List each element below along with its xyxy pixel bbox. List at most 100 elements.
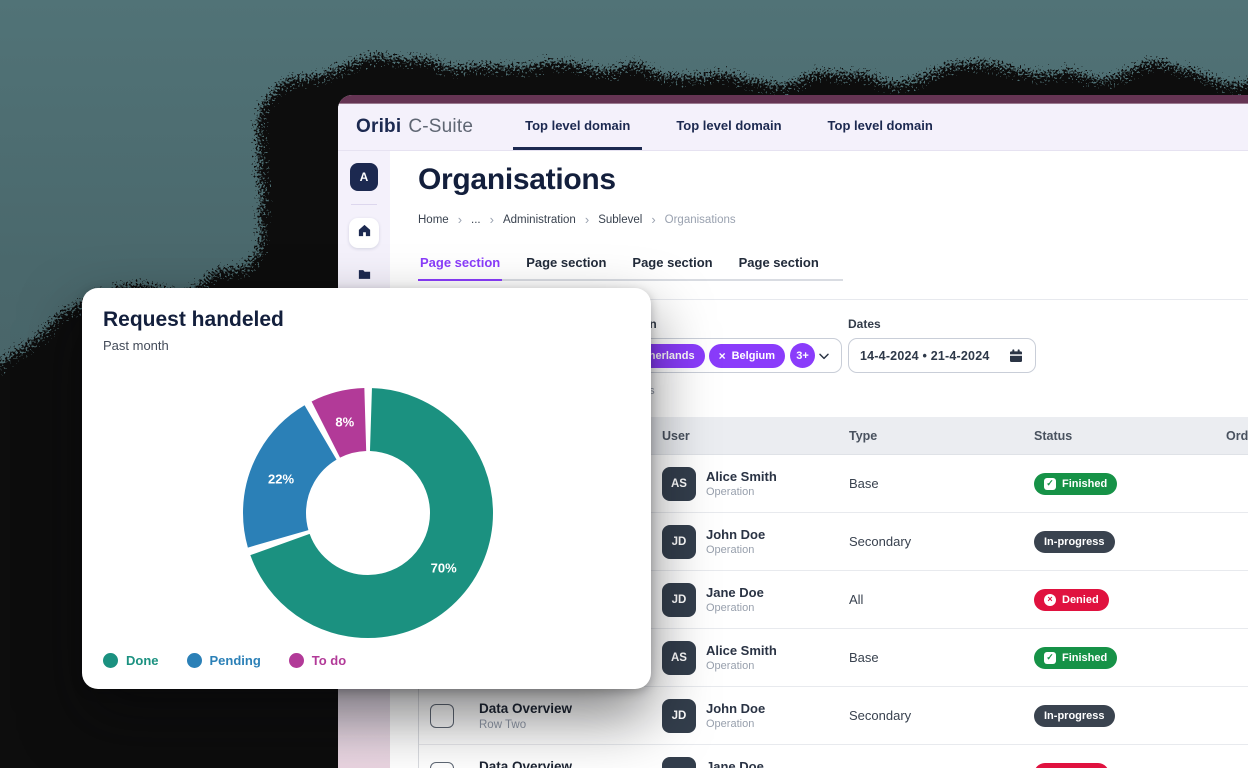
request-handled-card: Request handeled Past month 70% 22% 8% D… bbox=[82, 288, 651, 689]
status-icon: ✓ bbox=[1044, 651, 1056, 664]
type-cell: Secondary bbox=[849, 708, 912, 723]
user-name: John Doe bbox=[706, 701, 766, 716]
sidebar-item-files[interactable] bbox=[349, 262, 379, 292]
legend-label: Pending bbox=[209, 653, 261, 668]
status-badge: In-progress bbox=[1034, 530, 1115, 553]
status-icon: ✓ bbox=[1044, 477, 1056, 490]
sidebar-divider bbox=[351, 204, 377, 205]
chevron-right-icon: › bbox=[651, 212, 656, 227]
legend-dot bbox=[186, 653, 202, 668]
app-header: Oribi C-Suite Top level domain Top level… bbox=[338, 104, 1248, 151]
home-icon bbox=[357, 223, 372, 243]
breadcrumb-administration[interactable]: Administration bbox=[502, 213, 576, 226]
chevron-right-icon: › bbox=[489, 212, 494, 227]
legend-item-todo: To do bbox=[288, 653, 347, 668]
type-cell: All bbox=[849, 592, 864, 607]
row-subtitle: Row Two bbox=[479, 718, 527, 731]
chart-legend: Done Pending To do bbox=[103, 653, 346, 668]
row-title: Data Overview bbox=[479, 758, 573, 768]
avatar: JD bbox=[662, 756, 696, 768]
breadcrumb-sublevel[interactable]: Sublevel bbox=[598, 213, 643, 226]
legend-dot bbox=[103, 653, 118, 668]
type-cell: All bbox=[849, 766, 1034, 768]
user-name: Alice Smith bbox=[706, 469, 777, 484]
page-title: Organisations bbox=[418, 163, 616, 196]
page-section-tab-3[interactable]: Page section bbox=[632, 255, 713, 270]
legend-item-done: Done bbox=[103, 653, 159, 668]
status-badge: ×Denied bbox=[1034, 762, 1109, 768]
header-type: Type bbox=[849, 428, 878, 443]
type-cell: Base bbox=[849, 476, 879, 491]
user-name: John Doe bbox=[706, 527, 766, 542]
slice-label-todo: 8% bbox=[335, 414, 355, 430]
slice-label-done: 70% bbox=[430, 560, 457, 576]
breadcrumb-current: Organisations bbox=[664, 213, 736, 226]
breadcrumb-home[interactable]: Home bbox=[418, 213, 449, 226]
status-badge: ✓ Finished bbox=[1034, 646, 1118, 669]
status-badge: × Denied bbox=[1034, 588, 1109, 611]
section-divider bbox=[390, 299, 1248, 300]
status-badge: ✓ Finished bbox=[1034, 472, 1118, 495]
chevron-down-icon[interactable] bbox=[816, 348, 832, 364]
user-role: Operation bbox=[706, 660, 755, 672]
status-icon: × bbox=[1044, 593, 1056, 606]
status-label: Finished bbox=[1062, 477, 1108, 490]
row-checkbox[interactable] bbox=[430, 761, 454, 768]
header-user: User bbox=[662, 428, 690, 443]
chevron-right-icon: › bbox=[457, 212, 463, 227]
user-name: Jane Doe bbox=[706, 759, 764, 768]
breadcrumb-ellipsis[interactable]: ... bbox=[471, 213, 481, 226]
legend-item-pending: Pending bbox=[186, 653, 261, 668]
legend-label: Done bbox=[126, 653, 159, 668]
status-label: In-progress bbox=[1044, 709, 1105, 722]
page-section-tab-1[interactable]: Page section bbox=[418, 255, 503, 281]
status-badge: In-progress bbox=[1034, 704, 1115, 727]
status-label: Finished bbox=[1062, 651, 1108, 664]
avatar: JD bbox=[662, 524, 696, 559]
calendar-icon[interactable] bbox=[1008, 348, 1024, 364]
user-role: Operation bbox=[706, 718, 755, 730]
nav-tab-2[interactable]: Top level domain bbox=[676, 118, 782, 133]
status-label: Denied bbox=[1062, 593, 1099, 606]
nav-tab-3[interactable]: Top level domain bbox=[827, 118, 933, 133]
user-name: Jane Doe bbox=[706, 585, 764, 600]
breadcrumb: Home › ... › Administration › Sublevel ›… bbox=[418, 213, 736, 226]
dates-filter-label: Dates bbox=[848, 317, 881, 331]
page-section-tab-4[interactable]: Page section bbox=[738, 255, 819, 270]
chevron-right-icon: › bbox=[584, 212, 590, 227]
legend-dot bbox=[288, 653, 304, 668]
user-role: Operation bbox=[706, 486, 755, 498]
pill-label: Belgium bbox=[731, 349, 776, 362]
user-name: Alice Smith bbox=[706, 643, 777, 658]
folder-icon bbox=[357, 267, 372, 287]
user-role: Operation bbox=[706, 544, 755, 556]
remove-icon[interactable]: × bbox=[718, 348, 726, 363]
brand-suffix: C-Suite bbox=[408, 116, 474, 137]
date-range-value: 14-4-2024 • 21-4-2024 bbox=[860, 348, 990, 363]
header-status: Status bbox=[1034, 428, 1073, 443]
brand-name: Oribi bbox=[356, 116, 402, 137]
type-cell: Secondary bbox=[849, 534, 912, 549]
overflow-count-badge[interactable]: 3+ bbox=[790, 343, 816, 368]
donut-chart: 70% 22% 8% bbox=[243, 388, 493, 638]
date-range-input[interactable]: 14-4-2024 • 21-4-2024 bbox=[848, 338, 1036, 373]
avatar: JD bbox=[662, 698, 696, 733]
window-accent-bar bbox=[338, 95, 1248, 104]
row-checkbox[interactable] bbox=[430, 703, 454, 728]
user-role: Operation bbox=[706, 602, 755, 614]
nav-tab-1[interactable]: Top level domain bbox=[513, 104, 643, 150]
legend-label: To do bbox=[311, 653, 347, 668]
page-section-tabs: Page section Page section Page section P… bbox=[418, 255, 843, 281]
sidebar-item-home[interactable] bbox=[349, 218, 379, 248]
page-section-tab-2[interactable]: Page section bbox=[526, 255, 607, 270]
type-cell: Base bbox=[849, 650, 879, 665]
workspace-logo[interactable]: A bbox=[350, 163, 378, 191]
filter-pill-belgium[interactable]: × Belgium bbox=[708, 343, 786, 368]
avatar: AS bbox=[662, 640, 696, 675]
table-row[interactable]: Data Overview Row Two JD John Doe Operation S… bbox=[419, 687, 1248, 745]
slice-label-pending: 22% bbox=[268, 471, 295, 487]
avatar: JD bbox=[662, 582, 696, 617]
header-order: Order bbox=[1226, 428, 1248, 443]
